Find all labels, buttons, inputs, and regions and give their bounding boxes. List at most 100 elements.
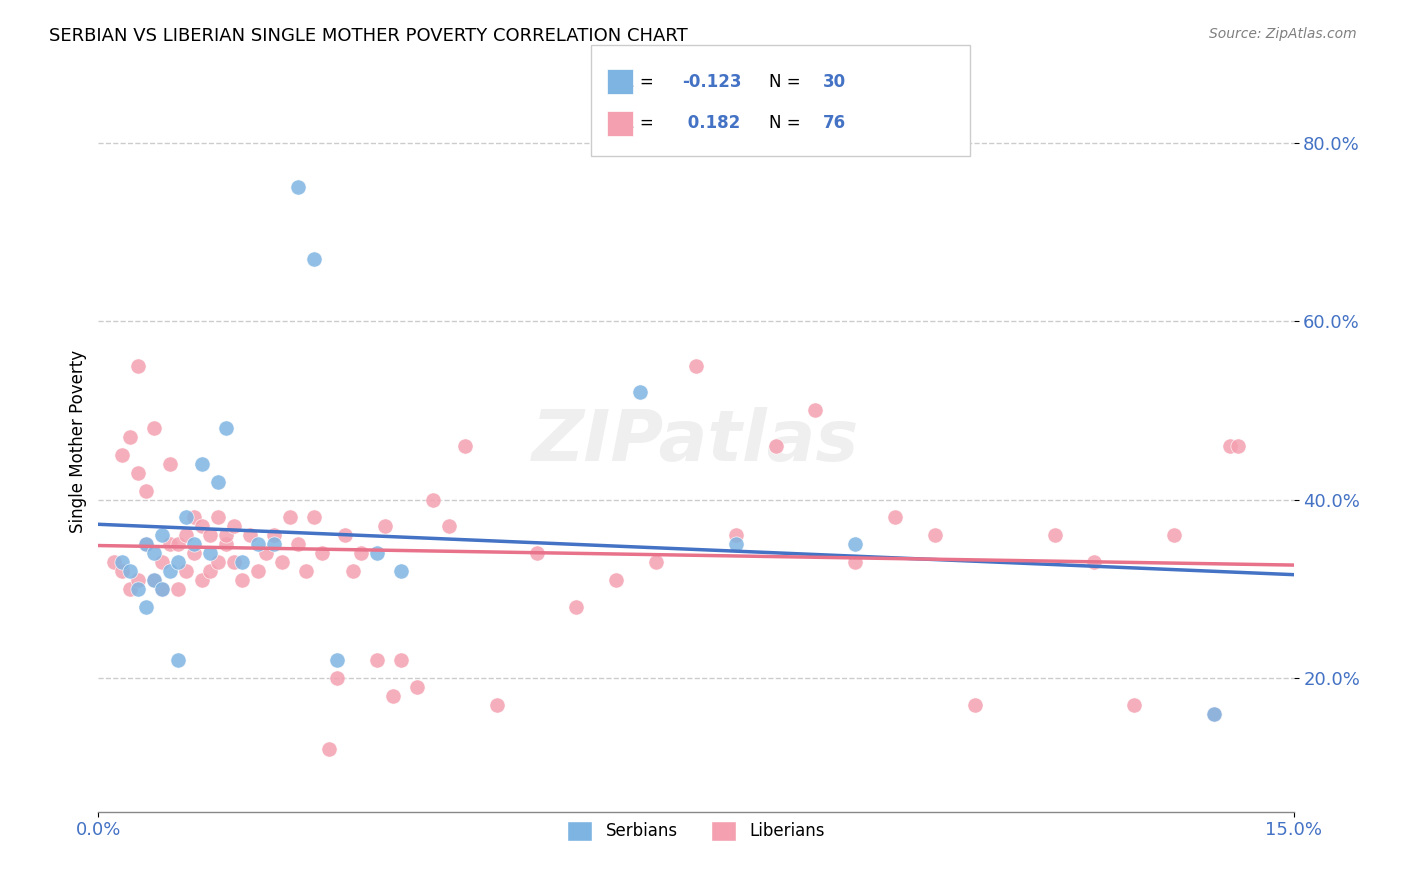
Point: [454, 439, 477, 453]
Point: [724, 528, 747, 542]
Point: [183, 546, 205, 560]
Point: [605, 573, 627, 587]
Point: [183, 537, 205, 551]
Point: [437, 519, 460, 533]
Point: [342, 564, 364, 578]
Point: [366, 546, 388, 560]
Y-axis label: Single Mother Poverty: Single Mother Poverty: [69, 350, 87, 533]
Point: [143, 573, 166, 587]
Point: [287, 180, 309, 194]
Point: [135, 483, 157, 498]
Point: [167, 537, 190, 551]
Point: [1226, 439, 1249, 453]
Point: [422, 492, 444, 507]
Point: [1083, 555, 1105, 569]
Point: [198, 528, 221, 542]
Point: [485, 698, 508, 712]
Point: [1123, 698, 1146, 712]
Point: [724, 537, 747, 551]
Point: [222, 555, 245, 569]
Point: [628, 385, 651, 400]
Point: [239, 528, 262, 542]
Point: [335, 528, 357, 542]
Point: [135, 537, 157, 551]
Text: ZIPatlas: ZIPatlas: [533, 407, 859, 476]
Point: [565, 599, 588, 614]
Point: [263, 528, 285, 542]
Point: [326, 671, 349, 685]
Point: [150, 555, 173, 569]
Point: [207, 475, 229, 489]
Point: [366, 653, 388, 667]
Point: [231, 573, 253, 587]
Point: [318, 742, 340, 756]
Text: R =: R =: [623, 114, 659, 132]
Point: [167, 653, 190, 667]
Point: [222, 519, 245, 533]
Point: [326, 653, 349, 667]
Point: [844, 537, 866, 551]
Point: [174, 564, 197, 578]
Point: [159, 537, 181, 551]
Point: [159, 457, 181, 471]
Text: SERBIAN VS LIBERIAN SINGLE MOTHER POVERTY CORRELATION CHART: SERBIAN VS LIBERIAN SINGLE MOTHER POVERT…: [49, 27, 688, 45]
Point: [804, 403, 827, 417]
Point: [287, 537, 309, 551]
Point: [143, 421, 166, 435]
Legend: Serbians, Liberians: Serbians, Liberians: [561, 814, 831, 847]
Point: [191, 457, 214, 471]
Point: [884, 510, 907, 524]
Point: [270, 555, 292, 569]
Point: [183, 510, 205, 524]
Point: [215, 421, 238, 435]
Point: [215, 528, 238, 542]
Text: N =: N =: [769, 114, 806, 132]
Point: [127, 573, 149, 587]
Point: [174, 528, 197, 542]
Point: [207, 510, 229, 524]
Text: N =: N =: [769, 73, 806, 91]
Point: [191, 573, 214, 587]
Point: [127, 359, 149, 373]
Point: [143, 573, 166, 587]
Text: 76: 76: [823, 114, 845, 132]
Point: [382, 689, 405, 703]
Point: [231, 555, 253, 569]
Point: [120, 430, 142, 444]
Text: R =: R =: [623, 73, 659, 91]
Point: [685, 359, 707, 373]
Point: [1202, 706, 1225, 721]
Point: [135, 537, 157, 551]
Point: [111, 564, 134, 578]
Point: [111, 555, 134, 569]
Text: Source: ZipAtlas.com: Source: ZipAtlas.com: [1209, 27, 1357, 41]
Point: [844, 555, 866, 569]
Point: [174, 510, 197, 524]
Point: [191, 519, 214, 533]
Point: [111, 448, 134, 462]
Point: [120, 582, 142, 596]
Point: [159, 564, 181, 578]
Point: [103, 555, 125, 569]
Point: [207, 555, 229, 569]
Point: [263, 537, 285, 551]
Point: [302, 510, 325, 524]
Point: [120, 564, 142, 578]
Point: [198, 564, 221, 578]
Point: [963, 698, 986, 712]
Point: [406, 680, 429, 694]
Point: [254, 546, 277, 560]
Point: [526, 546, 548, 560]
Point: [246, 564, 269, 578]
Point: [150, 528, 173, 542]
Point: [167, 582, 190, 596]
Point: [924, 528, 946, 542]
Text: 0.182: 0.182: [682, 114, 740, 132]
Point: [389, 564, 412, 578]
Point: [311, 546, 333, 560]
Point: [765, 439, 787, 453]
Point: [246, 537, 269, 551]
Text: 30: 30: [823, 73, 845, 91]
Point: [143, 546, 166, 560]
Point: [150, 582, 173, 596]
